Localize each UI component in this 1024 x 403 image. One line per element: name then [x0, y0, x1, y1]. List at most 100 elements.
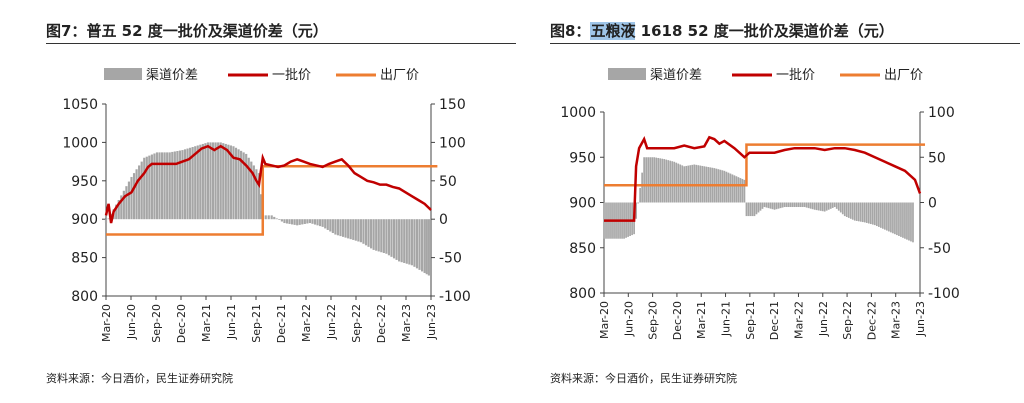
spread-bar: [252, 165, 255, 220]
spread-bar: [757, 202, 760, 213]
left-tick-label: 1050: [62, 97, 98, 113]
spread-bar: [785, 202, 788, 208]
spread-bar: [224, 143, 227, 220]
spread-bar: [138, 165, 141, 220]
spread-bar: [423, 219, 426, 273]
spread-bar: [229, 145, 232, 220]
batch-price-line: [104, 144, 432, 224]
spread-bar: [280, 219, 283, 222]
spread-bar: [316, 219, 319, 226]
spread-bar: [214, 142, 217, 220]
spread-bar: [673, 161, 676, 203]
spread-bar: [367, 219, 370, 247]
spread-bar: [799, 202, 802, 208]
left-tick-label: 850: [569, 241, 596, 257]
spread-bar: [884, 202, 886, 230]
spread-bar: [761, 202, 764, 209]
spread-bar: [303, 219, 306, 224]
legend-label-batch: 一批价: [776, 68, 815, 83]
spread-bar: [293, 219, 296, 225]
spread-bar: [127, 181, 131, 220]
spread-bar: [763, 202, 766, 208]
left-tick-label: 850: [71, 251, 98, 267]
spread-bar: [125, 186, 128, 220]
x-tick-label: Dec-20: [671, 301, 684, 340]
right-tick-label: -50: [439, 251, 462, 267]
left-tick-label: 800: [71, 289, 98, 305]
spread-bar: [331, 219, 334, 234]
spread-bar: [364, 219, 368, 246]
spread-bar: [354, 219, 357, 241]
spread-bar: [659, 158, 662, 203]
spread-bar: [209, 142, 212, 220]
x-tick-label: Mar-21: [200, 304, 213, 342]
x-tick-label: Jun-23: [425, 304, 438, 340]
spread-bar: [326, 219, 329, 230]
spread-bar: [334, 219, 337, 235]
right-tick-label: -100: [439, 289, 471, 305]
x-tick-label: Dec-20: [175, 304, 188, 343]
spread-bar: [301, 219, 304, 225]
x-tick-label: Mar-21: [695, 301, 708, 339]
spread-bar: [665, 159, 668, 203]
spread-bar: [357, 219, 360, 242]
left-tick-label: 900: [71, 212, 98, 228]
left-tick-label: 950: [71, 174, 98, 190]
spread-bar: [741, 178, 744, 203]
spread-bar: [661, 158, 664, 203]
spread-bar: [725, 171, 728, 203]
spread-bar: [813, 202, 816, 210]
spread-bar: [344, 219, 347, 238]
spread-bar: [410, 219, 413, 266]
spread-bar: [635, 202, 637, 219]
x-tick-label: Sep-20: [150, 304, 163, 343]
legend-label-spread: 渠道价差: [146, 68, 198, 83]
spread-bar: [733, 175, 736, 203]
spread-bar: [689, 165, 692, 203]
spread-bar: [250, 161, 253, 220]
spread-bar: [880, 202, 882, 228]
spread-bar: [171, 151, 174, 220]
spread-bar: [823, 202, 826, 212]
spread-bar: [245, 153, 248, 220]
spread-bar: [729, 173, 732, 203]
spread-bar: [787, 202, 790, 208]
spread-bar: [641, 172, 643, 203]
legend-label-factory: 出厂价: [884, 68, 923, 83]
x-tick-label: Sep-22: [350, 304, 363, 343]
spread-bar: [769, 202, 772, 209]
spread-bar: [227, 144, 230, 220]
x-tick-label: Mar-23: [400, 304, 413, 342]
spread-bar: [902, 202, 904, 238]
spread-bar: [849, 202, 852, 219]
right-tick-label: 0: [439, 212, 448, 228]
spread-bar: [671, 161, 674, 203]
spread-bar: [425, 219, 428, 275]
spread-bar: [867, 202, 870, 224]
spread-bar: [390, 219, 393, 257]
spread-bar: [234, 147, 238, 220]
x-tick-label: Jun-23: [914, 301, 927, 337]
spread-bar: [145, 156, 148, 220]
right-tick-label: 150: [439, 97, 466, 113]
spread-bar: [663, 159, 666, 203]
spread-bar: [415, 219, 419, 269]
spread-bar: [385, 219, 388, 254]
spread-bar: [749, 202, 752, 217]
source-note: 资料来源：今日酒价，民生证券研究院: [550, 372, 737, 385]
spread-bar: [637, 202, 639, 204]
spread-bar: [837, 202, 840, 211]
spread-bar: [795, 202, 798, 208]
spread-bar: [273, 216, 276, 220]
spread-bar: [189, 147, 192, 220]
spread-bar: [398, 219, 401, 262]
spread-bar: [825, 202, 828, 211]
spread-bar: [809, 202, 812, 209]
spread-bar: [767, 202, 770, 209]
x-tick-label: Jun-21: [225, 304, 238, 340]
spread-bar: [166, 152, 169, 220]
spread-bar: [829, 202, 832, 209]
spread-bar: [107, 218, 110, 220]
x-tick-label: Sep-20: [647, 301, 660, 340]
left-tick-label: 1000: [62, 135, 98, 151]
